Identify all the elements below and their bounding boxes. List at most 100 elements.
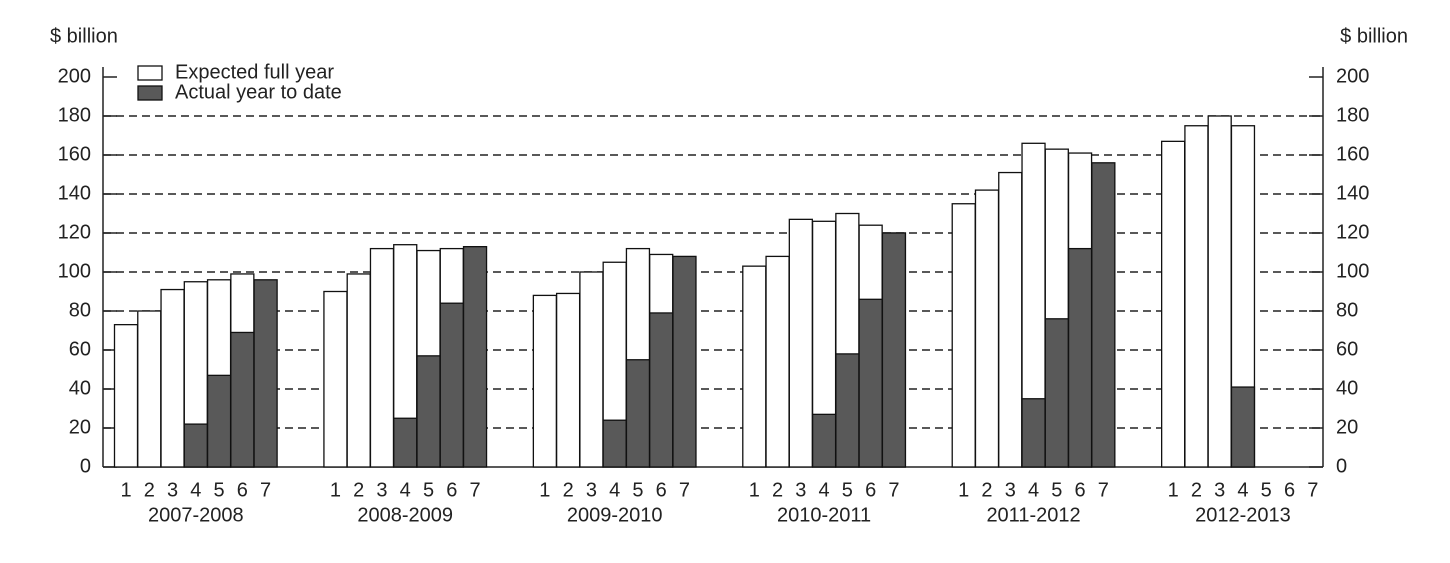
x-tick-label: 7: [260, 479, 271, 501]
x-tick-label: 2: [1191, 479, 1202, 501]
x-tick-label: 6: [865, 479, 876, 501]
x-tick-label: 3: [586, 479, 597, 501]
expected-bar: [1161, 140, 1186, 468]
x-tick-label: 4: [400, 479, 411, 501]
actual-bar: [462, 245, 488, 468]
actual-bar: [1230, 386, 1256, 468]
y-tick-label: 0: [80, 455, 91, 477]
y2-tick-label: 0: [1336, 455, 1347, 477]
y2-tick-label: 200: [1336, 65, 1369, 87]
expected-bar: [160, 288, 185, 468]
y-axis-label: $ billion: [50, 25, 118, 47]
expected-bar: [1207, 115, 1232, 468]
x-tick-label: 3: [1214, 479, 1225, 501]
x-tick-label: 4: [609, 479, 620, 501]
expected-bar: [765, 255, 790, 468]
expected-bar: [113, 323, 139, 468]
y-tick-label: 160: [58, 143, 91, 165]
y2-tick-label: 140: [1336, 182, 1369, 204]
actual-bar: [230, 331, 255, 468]
actual-bar: [1091, 162, 1116, 468]
y-tick-label: 40: [69, 377, 91, 399]
actual-bar: [439, 302, 464, 468]
x-tick-label: 3: [795, 479, 806, 501]
x-tick-label: 1: [120, 479, 131, 501]
expected-bar: [555, 292, 581, 468]
actual-bar: [858, 298, 883, 468]
x-tick-label: 2: [981, 479, 992, 501]
x-tick-label: 7: [679, 479, 690, 501]
x-tick-label: 6: [656, 479, 667, 501]
actual-bar: [881, 232, 907, 468]
x-tick-label: 3: [376, 479, 387, 501]
y2-axis-label: $ billion: [1340, 25, 1408, 47]
actual-bar: [393, 417, 418, 468]
x-tick-label: 4: [1028, 479, 1039, 501]
expected-bar: [974, 189, 1000, 468]
x-tick-label: 3: [167, 479, 178, 501]
actual-bar: [206, 374, 232, 468]
actual-bar: [625, 359, 651, 468]
actual-bar: [416, 355, 441, 468]
actual-bar: [672, 255, 697, 468]
y2-tick-label: 100: [1336, 260, 1369, 282]
actual-bar: [835, 353, 860, 468]
x-tick-label: 5: [632, 479, 643, 501]
y-tick-label: 120: [58, 221, 91, 243]
y2-tick-label: 180: [1336, 104, 1369, 126]
x-tick-label: 7: [888, 479, 899, 501]
y-tick-label: 180: [58, 104, 91, 126]
actual-bar: [183, 423, 208, 468]
x-tick-label: 2: [563, 479, 574, 501]
x-tick-label: 5: [423, 479, 434, 501]
actual-bar: [1021, 398, 1046, 468]
expected-bar: [579, 271, 604, 468]
y-tick-label: 200: [58, 65, 91, 87]
actual-bar: [1044, 318, 1069, 468]
actual-bar: [811, 413, 837, 468]
expected-bar: [346, 273, 371, 468]
y2-tick-label: 60: [1336, 338, 1358, 360]
x-tick-label: 1: [539, 479, 550, 501]
x-tick-label: 6: [237, 479, 248, 501]
x-tick-label: 7: [469, 479, 480, 501]
x-tick-label: 7: [1307, 479, 1318, 501]
actual-bar: [602, 419, 627, 468]
expected-bar: [998, 171, 1023, 468]
group-label: 2010-2011: [777, 504, 871, 526]
x-tick-label: 7: [1098, 479, 1109, 501]
expected-bar: [951, 203, 976, 468]
y2-tick-label: 160: [1336, 143, 1369, 165]
x-tick-label: 5: [1051, 479, 1062, 501]
group-label: 2007-2008: [148, 504, 244, 526]
y2-tick-label: 20: [1336, 416, 1358, 438]
y2-tick-label: 80: [1336, 299, 1358, 321]
x-tick-label: 1: [330, 479, 341, 501]
x-tick-label: 1: [749, 479, 760, 501]
y2-tick-label: 120: [1336, 221, 1369, 243]
expected-bar: [137, 310, 162, 468]
x-tick-label: 4: [190, 479, 201, 501]
legend-label: Expected full year: [175, 61, 334, 83]
group-label: 2011-2012: [986, 504, 1080, 526]
x-tick-label: 6: [1075, 479, 1086, 501]
x-tick-label: 4: [1237, 479, 1248, 501]
group-label: 2009-2010: [567, 504, 663, 526]
group-label: 2012-2013: [1195, 504, 1291, 526]
x-tick-label: 4: [819, 479, 830, 501]
y-tick-label: 80: [69, 299, 91, 321]
x-tick-label: 6: [1284, 479, 1295, 501]
expected-bar: [532, 294, 558, 468]
x-tick-label: 5: [214, 479, 225, 501]
y-tick-label: 140: [58, 182, 91, 204]
x-tick-label: 1: [958, 479, 969, 501]
x-tick-label: 5: [842, 479, 853, 501]
x-tick-label: 3: [1005, 479, 1016, 501]
x-tick-label: 2: [772, 479, 783, 501]
expected-bar: [1184, 125, 1209, 468]
legend-swatch: [137, 65, 163, 81]
x-tick-label: 2: [144, 479, 155, 501]
x-tick-label: 5: [1261, 479, 1272, 501]
expected-bar: [323, 290, 348, 468]
